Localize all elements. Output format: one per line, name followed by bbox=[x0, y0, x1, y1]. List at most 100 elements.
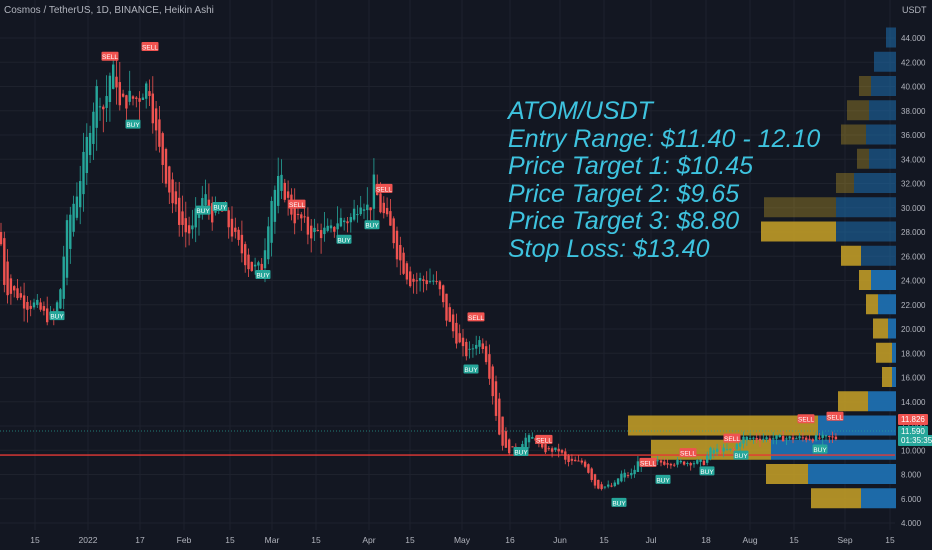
volume-profile-gold bbox=[766, 464, 808, 484]
candle-body bbox=[778, 434, 781, 438]
x-tick-label: May bbox=[454, 535, 471, 545]
candle-body bbox=[135, 97, 138, 99]
candle-body bbox=[184, 218, 187, 233]
candle-body bbox=[547, 448, 550, 450]
candle-body bbox=[583, 461, 587, 467]
candle-body bbox=[95, 86, 98, 128]
candle-body bbox=[92, 111, 95, 144]
candle-body bbox=[409, 271, 412, 287]
candle-body bbox=[735, 443, 739, 450]
candle-body bbox=[805, 437, 808, 440]
candle-body bbox=[818, 437, 821, 439]
candle-body bbox=[468, 348, 471, 350]
x-tick-label: Jun bbox=[553, 535, 567, 545]
candle-body bbox=[128, 90, 131, 102]
candle-body bbox=[19, 293, 22, 298]
annotation-line: Entry Range: $11.40 - 12.10 bbox=[508, 124, 821, 153]
candle-body bbox=[240, 234, 244, 254]
volume-profile-blue bbox=[871, 76, 896, 96]
candle-body bbox=[26, 301, 29, 310]
candle-body bbox=[831, 436, 834, 438]
candle-body bbox=[607, 484, 610, 487]
candle-body bbox=[36, 299, 39, 305]
candle-body bbox=[79, 181, 82, 208]
candle-body bbox=[392, 218, 395, 244]
candle-body bbox=[630, 472, 633, 476]
candle-body bbox=[494, 381, 498, 416]
candle-body bbox=[131, 96, 135, 99]
volume-profile-gold bbox=[866, 294, 878, 315]
current-price-tag: 11.590 bbox=[898, 426, 928, 437]
candle-body bbox=[141, 97, 145, 101]
x-tick-label: Feb bbox=[177, 535, 192, 545]
candle-body bbox=[564, 451, 567, 460]
candle-body bbox=[244, 244, 247, 266]
volume-profile-blue bbox=[869, 148, 896, 169]
y-tick-label: 30.000 bbox=[901, 204, 926, 213]
svg-text:BUY: BUY bbox=[337, 237, 351, 244]
annotation-line: Stop Loss: $13.40 bbox=[508, 234, 710, 263]
svg-text:BUY: BUY bbox=[464, 367, 478, 374]
svg-text:BUY: BUY bbox=[514, 449, 528, 456]
candle-body bbox=[326, 225, 329, 231]
candle-body bbox=[666, 463, 669, 465]
candle-body bbox=[531, 437, 534, 439]
candle-body bbox=[445, 293, 448, 321]
candle-body bbox=[567, 455, 570, 463]
candle-body bbox=[488, 354, 491, 379]
candle-body bbox=[577, 460, 580, 462]
candle-body bbox=[498, 398, 501, 435]
candle-body bbox=[6, 261, 9, 296]
candle-body bbox=[524, 437, 527, 447]
candle-body bbox=[356, 214, 359, 216]
svg-text:SELL: SELL bbox=[640, 460, 656, 467]
volume-profile-blue bbox=[886, 27, 896, 48]
candle-body bbox=[191, 225, 194, 230]
candle-body bbox=[501, 416, 504, 446]
svg-text:SELL: SELL bbox=[536, 437, 552, 444]
candle-body bbox=[633, 469, 636, 475]
candle-body bbox=[164, 149, 168, 184]
x-tick-label: 16 bbox=[505, 535, 515, 545]
candle-body bbox=[230, 218, 234, 237]
candle-body bbox=[663, 461, 666, 465]
candle-body bbox=[395, 230, 399, 260]
sell-signal: SELL bbox=[141, 41, 159, 51]
volume-profile-gold bbox=[838, 391, 868, 412]
candle-body bbox=[293, 204, 296, 224]
x-tick-label: 2022 bbox=[79, 535, 98, 545]
candle-body bbox=[679, 460, 682, 463]
svg-text:BUY: BUY bbox=[700, 469, 714, 476]
candle-body bbox=[319, 230, 323, 239]
candle-body bbox=[280, 174, 283, 191]
candle-body bbox=[481, 343, 484, 349]
candle-body bbox=[610, 485, 613, 487]
candle-body bbox=[194, 208, 197, 228]
candle-body bbox=[158, 119, 161, 147]
candle-body bbox=[739, 440, 742, 447]
candle-body bbox=[32, 302, 36, 308]
candle-body bbox=[722, 447, 725, 452]
candle-body bbox=[286, 191, 290, 198]
candle-body bbox=[138, 98, 141, 102]
y-tick-label: 22.000 bbox=[901, 301, 926, 310]
candle-body bbox=[484, 346, 488, 363]
candle-body bbox=[46, 308, 49, 323]
candle-body bbox=[699, 459, 702, 462]
candle-body bbox=[306, 216, 310, 235]
candle-body bbox=[178, 197, 181, 225]
candle-body bbox=[369, 207, 372, 211]
volume-profile-gold bbox=[859, 270, 871, 290]
candle-body bbox=[300, 214, 303, 219]
svg-text:BUY: BUY bbox=[213, 205, 227, 212]
annotation-line: Price Target 3: $8.80 bbox=[508, 207, 740, 235]
candle-body bbox=[343, 220, 346, 223]
candle-body bbox=[560, 450, 564, 453]
svg-text:BUY: BUY bbox=[612, 500, 626, 507]
candle-body bbox=[69, 214, 72, 249]
candle-body bbox=[181, 211, 184, 225]
volume-profile-blue bbox=[888, 318, 896, 339]
last-price-tag: 11.826 bbox=[898, 414, 928, 425]
volume-profile-gold bbox=[841, 124, 866, 145]
